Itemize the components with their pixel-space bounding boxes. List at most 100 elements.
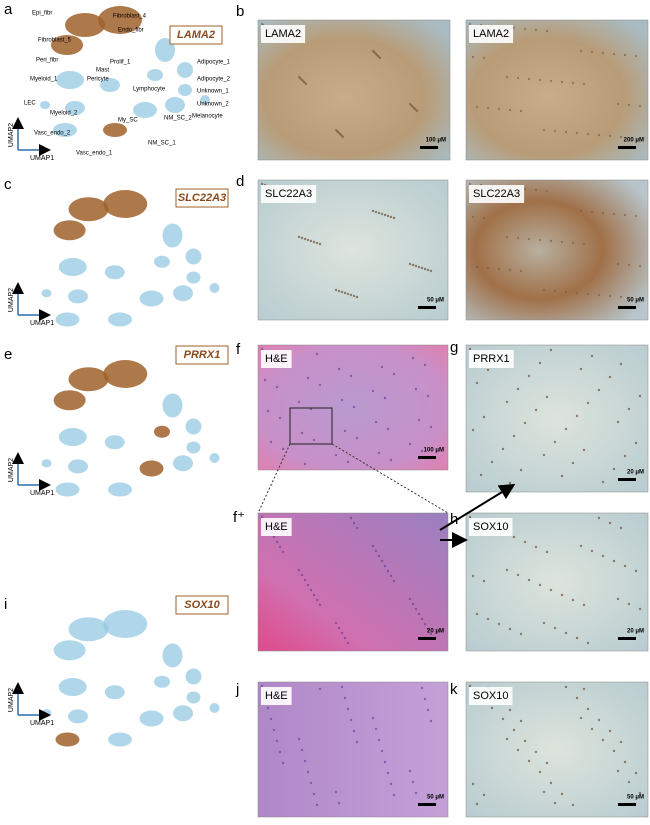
nucleus (564, 685, 568, 689)
nucleus (380, 749, 384, 753)
scale-bar (420, 146, 438, 149)
nucleus (616, 262, 620, 266)
nucleus (527, 374, 531, 378)
cluster-blob (154, 675, 170, 688)
cluster-blob (65, 13, 105, 37)
nucleus (304, 82, 308, 86)
nucleus (343, 429, 347, 433)
nucleus (508, 627, 512, 631)
nucleus (374, 549, 378, 553)
scale-label: 100 μM (426, 138, 446, 144)
nucleus (374, 727, 378, 731)
gene-label-box (175, 188, 229, 208)
nucleus (420, 266, 424, 270)
cluster-label: Myeloid_2 (50, 111, 78, 117)
nucleus (346, 641, 350, 645)
nucleus (341, 135, 345, 139)
nucleus (337, 801, 341, 805)
nucleus (597, 133, 601, 137)
nucleus (272, 535, 276, 539)
nucleus (377, 211, 381, 215)
nucleus (616, 769, 620, 773)
cluster-blob (185, 248, 202, 265)
cluster-blob (139, 460, 164, 477)
nucleus (471, 428, 475, 432)
nucleus (505, 235, 509, 239)
gene-label: LAMA2 (177, 29, 215, 41)
cluster-blob (68, 197, 109, 222)
nucleus (426, 268, 430, 272)
nucleus (519, 468, 523, 472)
axis-label: UMAP1 (30, 155, 54, 162)
nucleus (508, 108, 512, 112)
nucleus (560, 240, 564, 244)
nucleus (571, 241, 575, 245)
cluster-blob (53, 123, 77, 137)
nucleus (538, 770, 542, 774)
nucleus (553, 801, 557, 805)
panel-letter: f (236, 341, 241, 358)
image-label: SOX10 (473, 690, 508, 702)
nucleus (260, 182, 264, 186)
nucleus (575, 414, 579, 418)
nucleus (318, 687, 322, 691)
image-label: SOX10 (473, 521, 508, 533)
nucleus (612, 749, 616, 753)
nucleus (349, 516, 353, 520)
scale-bar (418, 306, 436, 309)
cluster-blob (55, 482, 80, 497)
nucleus (309, 239, 313, 243)
nucleus (355, 740, 359, 744)
nucleus (297, 737, 301, 741)
nucleus (545, 395, 549, 399)
nucleus (266, 409, 270, 413)
cluster-blob (147, 69, 163, 81)
scale-bar (418, 803, 436, 806)
cluster-label: My_SC (118, 118, 138, 124)
nucleus (560, 593, 564, 597)
cluster-blob (68, 367, 109, 392)
nucleus (468, 684, 472, 688)
axis-label: UMAP1 (30, 320, 54, 327)
nucleus (423, 363, 427, 367)
cluster-blob (58, 678, 87, 696)
nucleus (475, 802, 479, 806)
inset-line (331, 443, 449, 514)
scale-bar (418, 456, 436, 459)
scale-label: 50 μM (427, 298, 444, 304)
nucleus (627, 602, 631, 606)
nucleus (608, 729, 612, 733)
nucleus (564, 631, 568, 635)
nucleus (616, 102, 620, 106)
cluster-blob (98, 6, 142, 34)
nucleus (564, 427, 568, 431)
nucleus (512, 26, 516, 30)
nucleus (414, 387, 418, 391)
nucleus (337, 626, 341, 630)
cluster-label: Epi_fibr (32, 11, 52, 17)
cluster-blob (41, 459, 52, 468)
nucleus (471, 574, 475, 578)
nucleus (306, 376, 310, 380)
cluster-blob (55, 312, 80, 327)
scale-bar (618, 637, 636, 640)
nucleus (608, 134, 612, 138)
nucleus (300, 748, 304, 752)
nucleus (516, 236, 520, 240)
nucleus (505, 568, 509, 572)
image-label-box (469, 518, 513, 536)
nucleus (281, 447, 285, 451)
image-label-box (469, 350, 514, 368)
nucleus (586, 707, 590, 711)
nucleus (355, 295, 359, 299)
nucleus (501, 447, 505, 451)
cluster-label: Fibroblast_4 (113, 14, 147, 20)
nucleus (538, 238, 542, 242)
nucleus (312, 438, 316, 442)
nucleus (380, 365, 384, 369)
nucleus (571, 461, 575, 465)
nucleus (582, 242, 586, 246)
nucleus (318, 383, 322, 387)
arrow (439, 483, 516, 531)
nucleus (634, 54, 638, 58)
